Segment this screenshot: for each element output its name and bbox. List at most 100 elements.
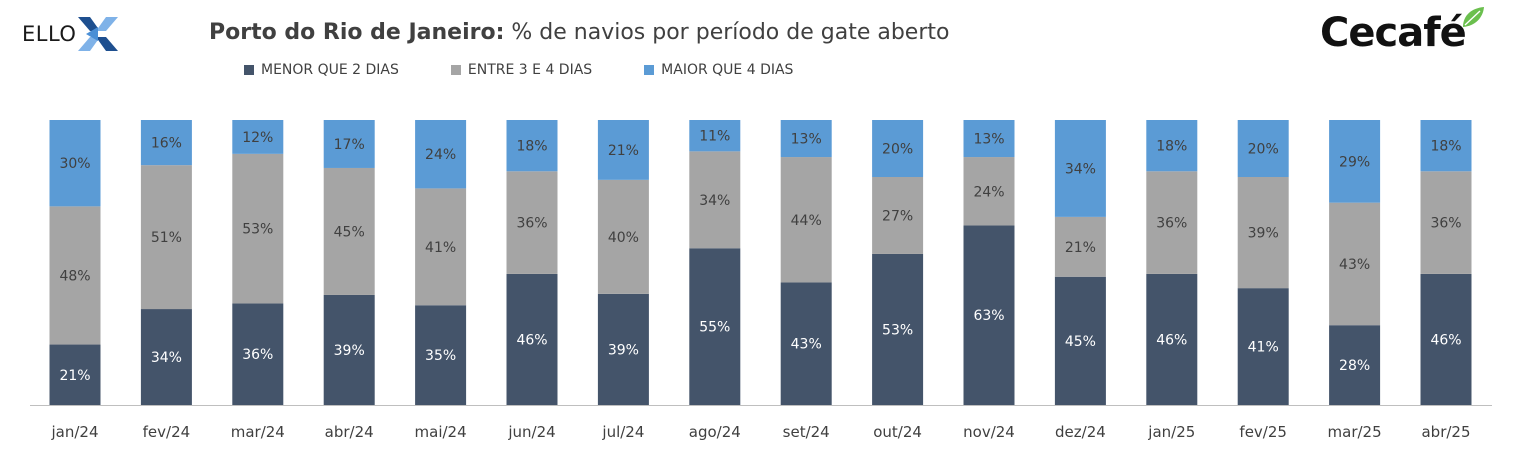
bar-segment — [232, 120, 284, 154]
x-tick-label: abr/25 — [1421, 423, 1470, 441]
bar-segment — [1237, 177, 1289, 289]
bar-segment — [1237, 288, 1289, 405]
data-label: 18% — [516, 139, 547, 155]
x-tick-label: dez/24 — [1055, 423, 1106, 441]
data-label: 36% — [516, 216, 547, 232]
data-label: 24% — [425, 147, 456, 163]
bar-segment — [963, 157, 1015, 226]
bar-segment — [232, 153, 284, 304]
cecafe-logo-text: Cecafé — [1320, 10, 1467, 56]
legend-item-maior: MAIOR QUE 4 DIAS — [644, 62, 793, 78]
data-label: 51% — [151, 230, 182, 246]
bar-segment — [780, 120, 832, 158]
data-label: 40% — [608, 230, 639, 246]
bar-segment — [597, 179, 649, 294]
data-label: 20% — [882, 142, 913, 158]
x-tick-label: ago/24 — [689, 423, 741, 441]
data-label: 11% — [699, 129, 730, 145]
bar-segment — [780, 282, 832, 405]
data-label: 46% — [1430, 332, 1461, 348]
data-label: 46% — [516, 332, 547, 348]
legend-label-maior: MAIOR QUE 4 DIAS — [661, 62, 794, 78]
bar-segment — [1146, 171, 1198, 274]
bar-segment — [323, 120, 375, 168]
data-label: 21% — [608, 143, 639, 159]
bar-segment — [232, 303, 284, 405]
legend-swatch-maior — [644, 65, 655, 75]
bar-segment — [49, 206, 101, 345]
bar-segment — [689, 151, 741, 249]
chart-title-bold: Porto do Rio de Janeiro: — [209, 20, 505, 45]
bar-segment — [1329, 202, 1381, 326]
bar-segment — [963, 120, 1015, 158]
data-label: 36% — [1156, 216, 1187, 232]
data-label: 13% — [791, 132, 822, 148]
data-label: 17% — [334, 137, 365, 153]
bar-segment — [1420, 120, 1472, 172]
data-label: 53% — [882, 322, 913, 338]
data-label: 41% — [425, 240, 456, 256]
legend-swatch-entre — [450, 65, 461, 75]
data-label: 45% — [1065, 334, 1096, 350]
data-label: 24% — [973, 184, 1004, 200]
legend: MENOR QUE 2 DIAS ENTRE 3 E 4 DIAS MAIOR … — [244, 62, 845, 78]
bar-segment — [415, 305, 467, 405]
bar-segment — [140, 120, 192, 166]
data-label: 27% — [882, 208, 913, 224]
legend-label-entre: ENTRE 3 E 4 DIAS — [467, 62, 593, 78]
ello-logo: ELLO — [22, 14, 120, 54]
data-label: 16% — [151, 136, 182, 152]
data-label: 21% — [59, 368, 90, 384]
data-label: 43% — [1339, 257, 1370, 273]
data-label: 28% — [1339, 358, 1370, 374]
x-tick-label: out/24 — [873, 423, 922, 441]
ello-logo-text: ELLO — [22, 22, 77, 46]
bar-segment — [1237, 120, 1289, 177]
bar-segment — [506, 171, 558, 274]
data-label: 18% — [1156, 139, 1187, 155]
data-label: 34% — [151, 350, 182, 366]
x-tick-label: fev/25 — [1239, 423, 1287, 441]
x-tick-label: jul/24 — [601, 423, 644, 441]
bar-segment — [415, 188, 467, 306]
bar-segment — [1329, 325, 1381, 405]
data-label: 48% — [59, 268, 90, 284]
bar-segment — [689, 248, 741, 405]
data-label: 36% — [1430, 216, 1461, 232]
legend-swatch-menor — [244, 65, 254, 75]
x-tick-label: jan/25 — [1147, 423, 1195, 441]
data-label: 44% — [791, 213, 822, 229]
data-label: 35% — [425, 348, 456, 364]
bar-segment — [323, 167, 375, 295]
bar-segment — [689, 120, 741, 152]
chart-title-rest: % de navios por período de gate aberto — [504, 20, 950, 45]
bar-segment — [1146, 273, 1198, 405]
data-label: 34% — [1065, 161, 1096, 177]
x-tick-label: abr/24 — [325, 423, 374, 441]
data-label: 20% — [1248, 142, 1279, 158]
bar-segment — [872, 253, 924, 405]
data-label: 41% — [1248, 340, 1279, 356]
data-label: 45% — [334, 224, 365, 240]
leaf-icon — [1462, 7, 1484, 27]
data-label: 39% — [334, 343, 365, 359]
x-tick-label: jan/24 — [50, 423, 98, 441]
bar-segment — [597, 293, 649, 405]
bar-segment — [1329, 120, 1381, 203]
data-label: 39% — [1248, 226, 1279, 242]
data-label: 39% — [608, 342, 639, 358]
data-label: 18% — [1430, 139, 1461, 155]
data-label: 30% — [59, 156, 90, 172]
x-tick-label: mar/25 — [1328, 423, 1382, 441]
legend-item-entre: ENTRE 3 E 4 DIAS — [450, 62, 593, 78]
bar-segment — [1146, 120, 1198, 172]
bar-segment — [49, 344, 101, 405]
bar-segment — [415, 120, 467, 189]
bar-segment — [1420, 171, 1472, 274]
bar-segment — [872, 177, 924, 254]
bar-segment — [1054, 216, 1106, 277]
x-tick-label: jun/24 — [507, 423, 555, 441]
bar-segment — [323, 294, 375, 405]
data-label: 12% — [242, 130, 273, 146]
bar-segment — [1054, 276, 1106, 405]
